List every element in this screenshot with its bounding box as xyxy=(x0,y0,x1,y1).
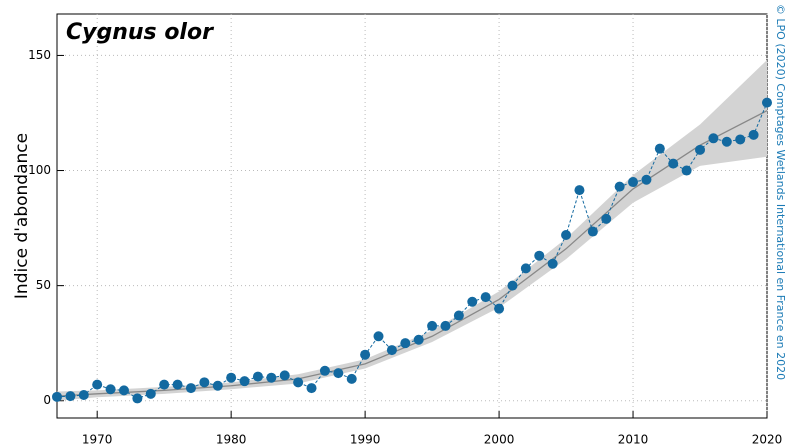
data-point xyxy=(306,383,317,394)
data-point xyxy=(159,379,170,390)
x-tick-label: 1970 xyxy=(82,433,113,447)
data-point xyxy=(681,165,692,176)
data-point xyxy=(319,365,330,376)
plot-frame xyxy=(56,13,768,419)
data-point xyxy=(587,226,598,237)
data-point xyxy=(279,370,290,381)
data-point xyxy=(748,129,759,140)
data-point xyxy=(520,263,531,274)
data-point xyxy=(145,388,156,399)
data-point xyxy=(507,280,518,291)
data-point xyxy=(65,391,76,402)
data-point xyxy=(118,385,129,396)
data-point xyxy=(721,136,732,147)
data-point xyxy=(360,349,371,360)
data-point xyxy=(105,384,116,395)
x-tick-label: 2020 xyxy=(752,433,783,447)
data-line xyxy=(56,102,768,399)
credit: © LPO (2020) Comptages Wetlands Internat… xyxy=(774,4,787,380)
data-point xyxy=(735,134,746,145)
data-point xyxy=(695,144,706,155)
data-point xyxy=(708,133,719,144)
data-point xyxy=(654,143,665,154)
data-point xyxy=(427,320,438,331)
data-point xyxy=(212,380,223,391)
y-tick-label: 0 xyxy=(43,393,51,407)
data-point xyxy=(413,334,424,345)
x-tick-label: 2010 xyxy=(618,433,649,447)
chart-title: Cygnus olor xyxy=(66,20,214,45)
data-point xyxy=(762,97,772,108)
data-point xyxy=(226,372,237,383)
y-axis-label: Indice d'abondance xyxy=(12,133,32,299)
data-point xyxy=(92,379,103,390)
data-point xyxy=(440,320,451,331)
data-point xyxy=(132,393,143,404)
data-point xyxy=(574,185,585,196)
data-point xyxy=(185,383,196,394)
data-point xyxy=(400,338,411,349)
data-point xyxy=(494,303,505,314)
data-point xyxy=(346,373,357,384)
data-point xyxy=(453,310,464,321)
x-tick-label: 2000 xyxy=(484,433,515,447)
data-point xyxy=(547,258,558,269)
data-point xyxy=(467,296,478,307)
x-tick-label: 1980 xyxy=(216,433,247,447)
data-point xyxy=(293,377,304,388)
data-point xyxy=(266,372,277,383)
x-tick-label: 1990 xyxy=(350,433,381,447)
y-tick-label: 150 xyxy=(28,48,51,62)
y-tick-label: 100 xyxy=(28,163,51,177)
data-point xyxy=(373,331,384,342)
data-point xyxy=(239,376,250,387)
data-point xyxy=(52,391,62,402)
data-point xyxy=(561,229,572,240)
data-point xyxy=(614,181,625,192)
data-point xyxy=(199,377,210,388)
data-point xyxy=(172,379,183,390)
data-point xyxy=(601,213,612,224)
data-point xyxy=(668,158,679,169)
data-point xyxy=(252,371,263,382)
y-tick-label: 50 xyxy=(36,278,51,292)
data-point xyxy=(480,292,491,303)
data-point xyxy=(386,345,397,356)
data-point xyxy=(534,250,545,261)
data-point xyxy=(78,389,89,400)
data-point xyxy=(641,174,652,185)
data-point xyxy=(333,368,344,379)
confidence-band xyxy=(57,60,767,401)
data-point xyxy=(628,177,639,188)
